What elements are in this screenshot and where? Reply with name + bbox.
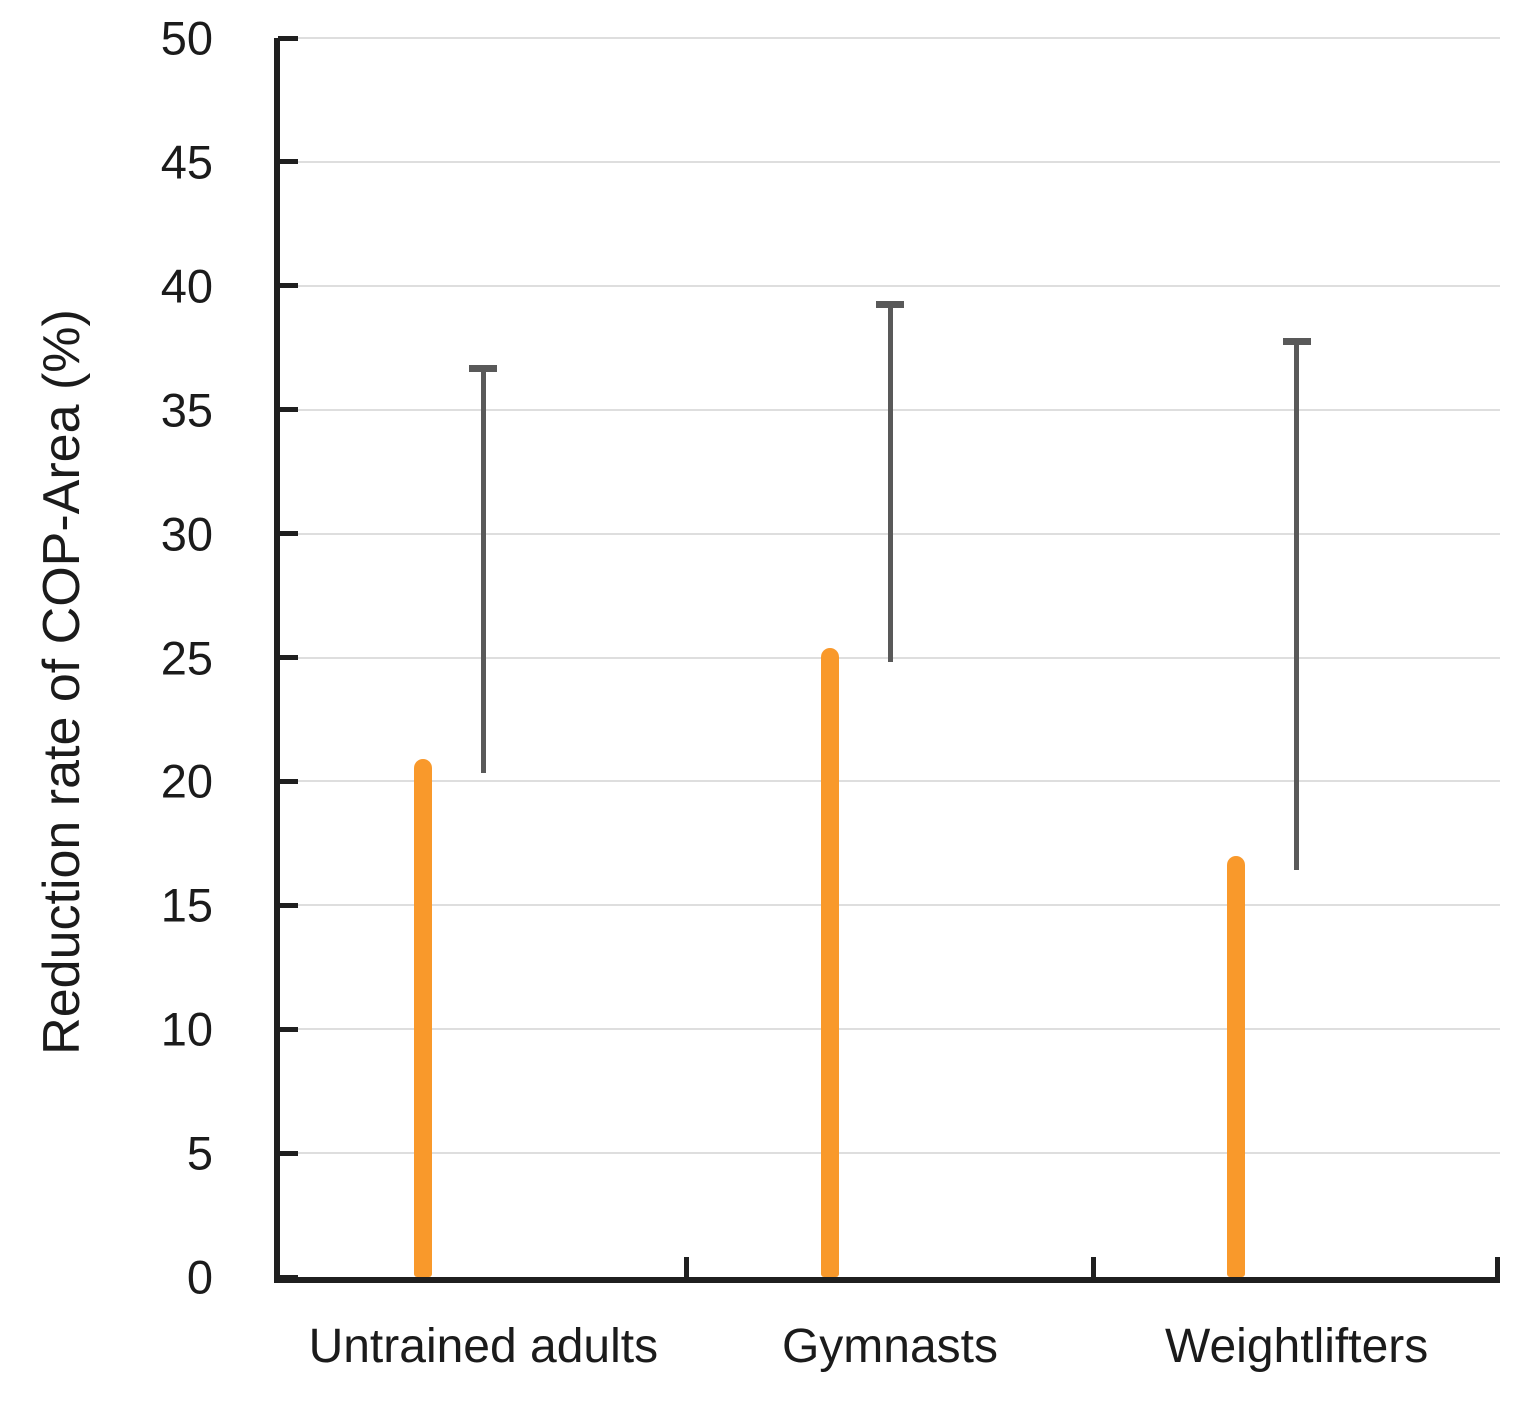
- gridline: [280, 1028, 1500, 1031]
- y-axis-tick: [278, 1274, 298, 1280]
- gridline: [280, 780, 1500, 783]
- plot-area: 0 5 10 15 20 25 30 35 40 45 50 Untrained adults Gymn…: [161, 12, 1500, 1373]
- y-tick-label: 5: [186, 1126, 213, 1180]
- gridline: [280, 1152, 1500, 1155]
- x-axis-boundary-tick: [1090, 1257, 1096, 1277]
- gridline: [280, 160, 1500, 163]
- error-bar-cap: [876, 300, 904, 308]
- error-bar-stem: [887, 306, 893, 662]
- y-axis-tick: [278, 283, 298, 289]
- bar: [820, 647, 839, 1277]
- y-tick-label: 30: [160, 507, 213, 561]
- y-tick-label: 0: [186, 1250, 213, 1304]
- y-axis-tick: [278, 531, 298, 537]
- y-axis-tick: [278, 407, 298, 413]
- gridline: [280, 904, 1500, 907]
- error-bar-stem: [1294, 343, 1300, 870]
- bar: [413, 759, 432, 1277]
- bar: [1227, 855, 1246, 1277]
- x-axis-boundary-tick: [684, 1257, 690, 1277]
- x-category-label: Gymnasts: [781, 1320, 999, 1373]
- error-bar-cap: [469, 365, 498, 373]
- error-bar-cap: [1282, 337, 1311, 345]
- y-axis-tick: [278, 778, 298, 784]
- y-tick-label: 40: [160, 259, 213, 313]
- error-bar-stem: [480, 371, 486, 774]
- y-axis-tick: [278, 1026, 298, 1032]
- y-tick-label: 35: [160, 383, 213, 437]
- y-axis-tick: [278, 1150, 298, 1156]
- y-tick-label: 25: [160, 631, 213, 684]
- y-axis-tick: [278, 655, 298, 660]
- y-axis-tick: [278, 159, 298, 165]
- x-category-label: Untrained adults: [308, 1320, 659, 1373]
- gridline: [280, 37, 1500, 39]
- y-tick-label: 45: [160, 135, 213, 189]
- y-axis-tick: [278, 35, 298, 41]
- y-tick-label: 10: [160, 1002, 213, 1056]
- gridline: [280, 284, 1500, 287]
- x-category-label: Weightlifters: [1165, 1320, 1429, 1373]
- y-tick-label: 50: [160, 11, 213, 65]
- y-axis-tick: [278, 902, 298, 908]
- y-tick-label: 15: [160, 878, 213, 932]
- y-tick-label: 20: [160, 754, 213, 808]
- x-axis-boundary-tick: [1495, 1257, 1500, 1277]
